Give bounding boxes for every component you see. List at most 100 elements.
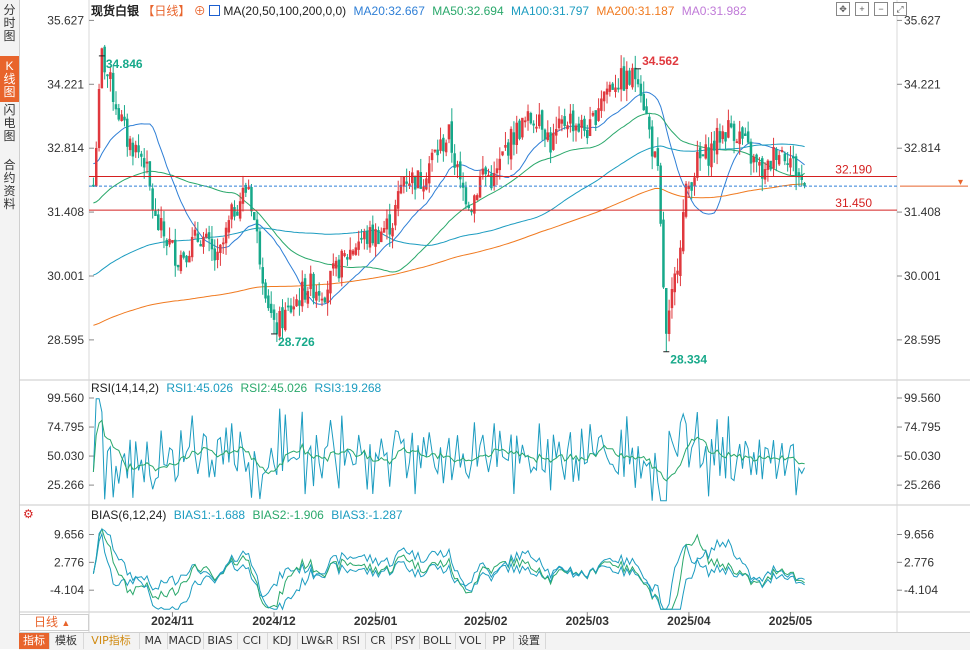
- zoom-out-icon[interactable]: −: [874, 2, 888, 16]
- candle-body: [521, 117, 524, 138]
- indicator-tab-7[interactable]: KDJ: [267, 633, 298, 649]
- indicator-tab-1[interactable]: 模板: [49, 633, 84, 649]
- bias-label[interactable]: BIAS(6,12,24): [91, 508, 167, 522]
- candle-body: [315, 291, 318, 301]
- candle-body: [230, 204, 233, 220]
- candle-body: [142, 158, 146, 168]
- candle-body: [343, 253, 346, 257]
- candle-body: [204, 233, 208, 238]
- candle-body: [213, 248, 216, 261]
- left-tab-0[interactable]: 分时图: [3, 3, 16, 43]
- period-selector[interactable]: 日线 ▲: [19, 614, 89, 631]
- candle-body: [402, 176, 406, 187]
- candle-body: [693, 177, 696, 187]
- ma-settings-icon[interactable]: [209, 5, 221, 16]
- candle-body: [439, 139, 442, 151]
- candle-body: [766, 160, 770, 170]
- candle-body: [173, 239, 177, 266]
- indicator-tab-11[interactable]: PSY: [391, 633, 420, 649]
- candle-body: [481, 168, 485, 175]
- zoom-in-icon[interactable]: +: [855, 2, 869, 16]
- candle-body: [648, 116, 651, 130]
- fullscreen-icon[interactable]: ⤢: [893, 2, 907, 16]
- period-selector-label: 日线: [34, 615, 59, 629]
- rsi-tick-label-right: 25.266: [904, 478, 941, 492]
- candle-body: [300, 281, 304, 307]
- chart-canvas[interactable]: 35.627 35.627 34.221 34.221 32.814 32.814 31.4…: [0, 0, 970, 632]
- price-tick-label-left: 28.595: [47, 333, 84, 347]
- ma50-value: MA50:32.694: [432, 4, 504, 18]
- candle-body: [442, 137, 445, 152]
- indicator-tab-12[interactable]: BOLL: [419, 633, 456, 649]
- instrument-name: 现货白银: [91, 4, 140, 18]
- candle-body: [478, 176, 482, 198]
- candle-body: [769, 160, 772, 170]
- candle-body: [749, 141, 753, 164]
- indicator-tab-14[interactable]: PP: [485, 633, 514, 649]
- candle-body: [148, 161, 152, 187]
- candle-body: [650, 126, 654, 157]
- rsi1-value: RSI1:45.026: [166, 381, 234, 395]
- candle-body: [331, 263, 335, 269]
- indicator-tab-9[interactable]: RSI: [337, 633, 366, 649]
- candle-body: [713, 140, 716, 151]
- candle-body: [602, 91, 606, 102]
- ma-label[interactable]: MA(20,50,100,200,0,0): [223, 4, 347, 18]
- candle-body: [334, 260, 338, 269]
- ma50-line: [93, 112, 805, 273]
- indicator-tab-15[interactable]: 设置: [513, 633, 546, 649]
- candle-body: [354, 247, 358, 255]
- add-indicator-icon[interactable]: ⊕: [193, 4, 206, 18]
- candle-body: [718, 131, 722, 143]
- candle-body: [744, 133, 747, 136]
- rsi-tick-label-left: 74.795: [47, 420, 84, 434]
- candle-body: [295, 299, 298, 307]
- candle-body: [126, 118, 129, 147]
- bias1-value: BIAS1:-1.688: [173, 508, 246, 522]
- candle-body: [597, 108, 600, 121]
- indicator-tab-6[interactable]: CCI: [237, 633, 268, 649]
- crosshair-icon[interactable]: ✥: [836, 2, 850, 16]
- candle-body: [656, 148, 660, 167]
- settings-gear-icon[interactable]: ⚙: [23, 507, 34, 521]
- rsi-label[interactable]: RSI(14,14,2): [91, 381, 160, 395]
- candle-body: [506, 142, 510, 156]
- candle-body: [106, 74, 109, 77]
- candle-body: [786, 163, 789, 166]
- period-label[interactable]: 【日线】: [142, 4, 191, 18]
- indicator-tab-0[interactable]: 指标: [19, 633, 50, 649]
- x-tick-label: 2025/04: [667, 614, 711, 628]
- indicator-tab-2[interactable]: VIP指标: [83, 633, 140, 649]
- candle-body: [594, 110, 598, 125]
- indicator-tab-10[interactable]: CR: [365, 633, 392, 649]
- candle-body: [283, 309, 287, 331]
- candle-body: [216, 251, 219, 261]
- extreme-label: 28.726: [278, 335, 315, 349]
- candle-body: [252, 211, 256, 220]
- candle-body: [696, 151, 699, 178]
- bias-tick-label-left: -4.104: [50, 583, 84, 597]
- candle-body: [617, 87, 620, 90]
- candle-body: [224, 227, 228, 244]
- indicator-tab-5[interactable]: BIAS: [203, 633, 238, 649]
- candle-body: [241, 187, 245, 204]
- price-tick-label-right: 32.814: [904, 141, 941, 155]
- candle-body: [379, 231, 383, 243]
- indicator-tab-4[interactable]: MACD: [167, 633, 204, 649]
- candle-body: [306, 291, 310, 304]
- candle-body: [188, 255, 191, 263]
- indicator-tab-13[interactable]: VOL: [455, 633, 486, 649]
- candle-body: [156, 214, 160, 231]
- candle-body: [571, 110, 575, 132]
- candle-body: [303, 278, 307, 300]
- left-tab-3[interactable]: 合约资料: [3, 158, 16, 211]
- candle-body: [631, 67, 634, 88]
- candle-body: [444, 142, 448, 153]
- candle-body: [453, 153, 456, 168]
- left-tab-2[interactable]: 闪电图: [3, 103, 16, 143]
- candle-body: [560, 119, 564, 124]
- indicator-tab-8[interactable]: LW&R: [297, 633, 338, 649]
- candle-body: [591, 112, 595, 116]
- indicator-tab-3[interactable]: MA: [139, 633, 168, 649]
